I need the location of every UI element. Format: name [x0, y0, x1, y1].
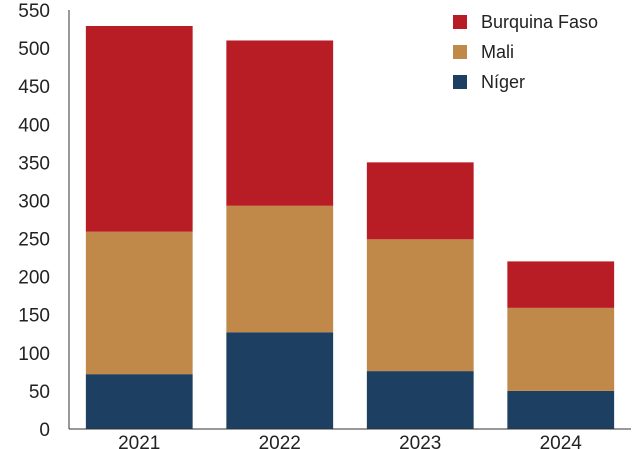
y-tick-label: 250 — [18, 230, 50, 251]
x-tick-label: 2024 — [540, 433, 583, 449]
x-tick-label: 2023 — [399, 433, 441, 449]
bar-niger-2024 — [507, 390, 615, 429]
x-tick-labels: 2021 2022 2023 2024 — [118, 433, 582, 449]
bar-niger-2022 — [226, 332, 334, 429]
y-tick-label: 150 — [18, 306, 50, 327]
y-tick-labels: 0 50 100 150 200 250 300 350 400 450 500 550 — [18, 1, 50, 441]
bar-niger-2023 — [366, 371, 474, 429]
bar-mali-2024 — [507, 307, 615, 391]
legend: Burquina Faso Mali Níger — [453, 12, 598, 92]
bar-niger-2021 — [85, 374, 193, 429]
legend-label: Níger — [481, 72, 525, 92]
legend-label: Mali — [481, 42, 514, 62]
legend-label: Burquina Faso — [481, 12, 598, 32]
legend-swatch — [453, 15, 467, 29]
y-tick-label: 100 — [18, 344, 50, 365]
y-tick-label: 400 — [18, 115, 50, 136]
bar-burquina-faso-2022 — [226, 40, 334, 206]
y-tick-label: 350 — [18, 153, 50, 174]
x-tick-label: 2022 — [259, 433, 301, 449]
y-tick-label: 200 — [18, 268, 50, 289]
bar-mali-2023 — [366, 239, 474, 372]
bar-burquina-faso-2023 — [366, 162, 474, 240]
y-tick-label: 550 — [18, 1, 50, 22]
legend-swatch — [453, 45, 467, 59]
x-tick-label: 2021 — [118, 433, 160, 449]
axes-group — [68, 10, 631, 430]
legend-swatch — [453, 75, 467, 89]
y-tick-label: 500 — [18, 39, 50, 60]
y-tick-label: 300 — [18, 191, 50, 212]
bar-mali-2021 — [85, 231, 193, 375]
y-tick-label: 0 — [39, 420, 50, 441]
bar-burquina-faso-2021 — [85, 25, 193, 232]
y-tick-label: 450 — [18, 77, 50, 98]
y-tick-label: 50 — [29, 382, 50, 403]
bar-burquina-faso-2024 — [507, 261, 615, 308]
bar-mali-2022 — [226, 205, 334, 333]
bars-group — [85, 25, 615, 429]
